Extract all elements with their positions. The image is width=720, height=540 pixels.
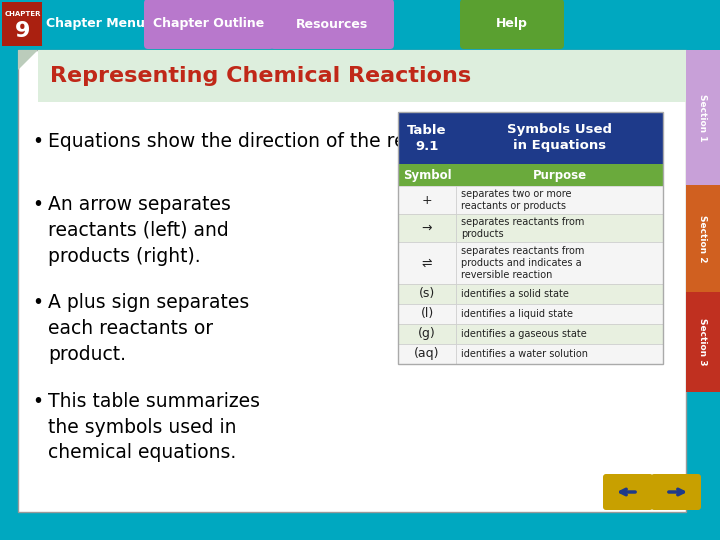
Text: Representing Chemical Reactions: Representing Chemical Reactions bbox=[50, 66, 471, 86]
FancyBboxPatch shape bbox=[651, 474, 701, 510]
Text: 9: 9 bbox=[15, 21, 31, 40]
Text: (aq): (aq) bbox=[414, 348, 440, 361]
Text: Resources: Resources bbox=[296, 17, 368, 30]
Text: •: • bbox=[32, 293, 43, 312]
Bar bbox=[456, 186, 663, 214]
Text: Chapter Menu: Chapter Menu bbox=[45, 17, 145, 30]
Text: Symbol: Symbol bbox=[402, 168, 451, 181]
FancyBboxPatch shape bbox=[603, 474, 653, 510]
Text: Section 2: Section 2 bbox=[698, 215, 708, 262]
Bar bbox=[686, 50, 720, 185]
Text: Table
9.1: Table 9.1 bbox=[408, 124, 446, 152]
Bar bbox=[398, 304, 456, 324]
Bar bbox=[398, 214, 456, 242]
Text: Section 1: Section 1 bbox=[698, 94, 708, 141]
Bar bbox=[686, 292, 720, 392]
Bar bbox=[398, 242, 456, 284]
Bar bbox=[2, 2, 44, 46]
Bar bbox=[456, 164, 663, 186]
Text: separates reactants from
products and indicates a
reversible reaction: separates reactants from products and in… bbox=[461, 246, 585, 280]
Bar bbox=[398, 344, 456, 364]
Text: (l): (l) bbox=[420, 307, 433, 321]
Bar bbox=[456, 344, 663, 364]
Text: identifies a liquid state: identifies a liquid state bbox=[461, 309, 573, 319]
Bar bbox=[0, 0, 720, 48]
Text: →: → bbox=[422, 221, 432, 234]
Bar bbox=[686, 185, 720, 292]
Bar bbox=[456, 324, 663, 344]
Text: CHAPTER: CHAPTER bbox=[5, 11, 41, 17]
FancyBboxPatch shape bbox=[42, 0, 148, 49]
Bar bbox=[456, 214, 663, 242]
Text: A plus sign separates
each reactants or
product.: A plus sign separates each reactants or … bbox=[48, 293, 249, 363]
Bar bbox=[456, 304, 663, 324]
Bar bbox=[456, 242, 663, 284]
Text: +: + bbox=[422, 193, 432, 206]
Text: •: • bbox=[32, 195, 43, 214]
Bar bbox=[398, 112, 456, 164]
Polygon shape bbox=[18, 50, 38, 70]
Text: identifies a gaseous state: identifies a gaseous state bbox=[461, 329, 587, 339]
Text: identifies a solid state: identifies a solid state bbox=[461, 289, 569, 299]
FancyBboxPatch shape bbox=[270, 0, 394, 49]
Bar bbox=[398, 112, 663, 364]
Text: separates reactants from
products: separates reactants from products bbox=[461, 217, 585, 239]
Text: ⇌: ⇌ bbox=[422, 256, 432, 269]
Bar bbox=[456, 112, 663, 164]
Text: separates two or more
reactants or products: separates two or more reactants or produ… bbox=[461, 189, 572, 211]
Text: This table summarizes
the symbols used in
chemical equations.: This table summarizes the symbols used i… bbox=[48, 392, 260, 462]
Text: An arrow separates
reactants (left) and
products (right).: An arrow separates reactants (left) and … bbox=[48, 195, 231, 266]
Bar bbox=[398, 164, 456, 186]
FancyBboxPatch shape bbox=[144, 0, 274, 49]
Bar bbox=[38, 50, 686, 102]
Text: (s): (s) bbox=[419, 287, 435, 300]
Text: Equations show the direction of the reaction.: Equations show the direction of the reac… bbox=[48, 132, 469, 151]
Text: identifies a water solution: identifies a water solution bbox=[461, 349, 588, 359]
Text: Purpose: Purpose bbox=[532, 168, 587, 181]
Bar bbox=[456, 284, 663, 304]
Bar bbox=[398, 284, 456, 304]
Bar bbox=[398, 324, 456, 344]
Bar bbox=[398, 186, 456, 214]
Text: Symbols Used
in Equations: Symbols Used in Equations bbox=[507, 124, 612, 152]
Bar bbox=[18, 50, 686, 512]
Text: Section 3: Section 3 bbox=[698, 318, 708, 366]
Text: Chapter Outline: Chapter Outline bbox=[153, 17, 265, 30]
FancyBboxPatch shape bbox=[460, 0, 564, 49]
Text: Help: Help bbox=[496, 17, 528, 30]
Text: •: • bbox=[32, 132, 43, 151]
Text: (g): (g) bbox=[418, 327, 436, 341]
Text: •: • bbox=[32, 392, 43, 411]
